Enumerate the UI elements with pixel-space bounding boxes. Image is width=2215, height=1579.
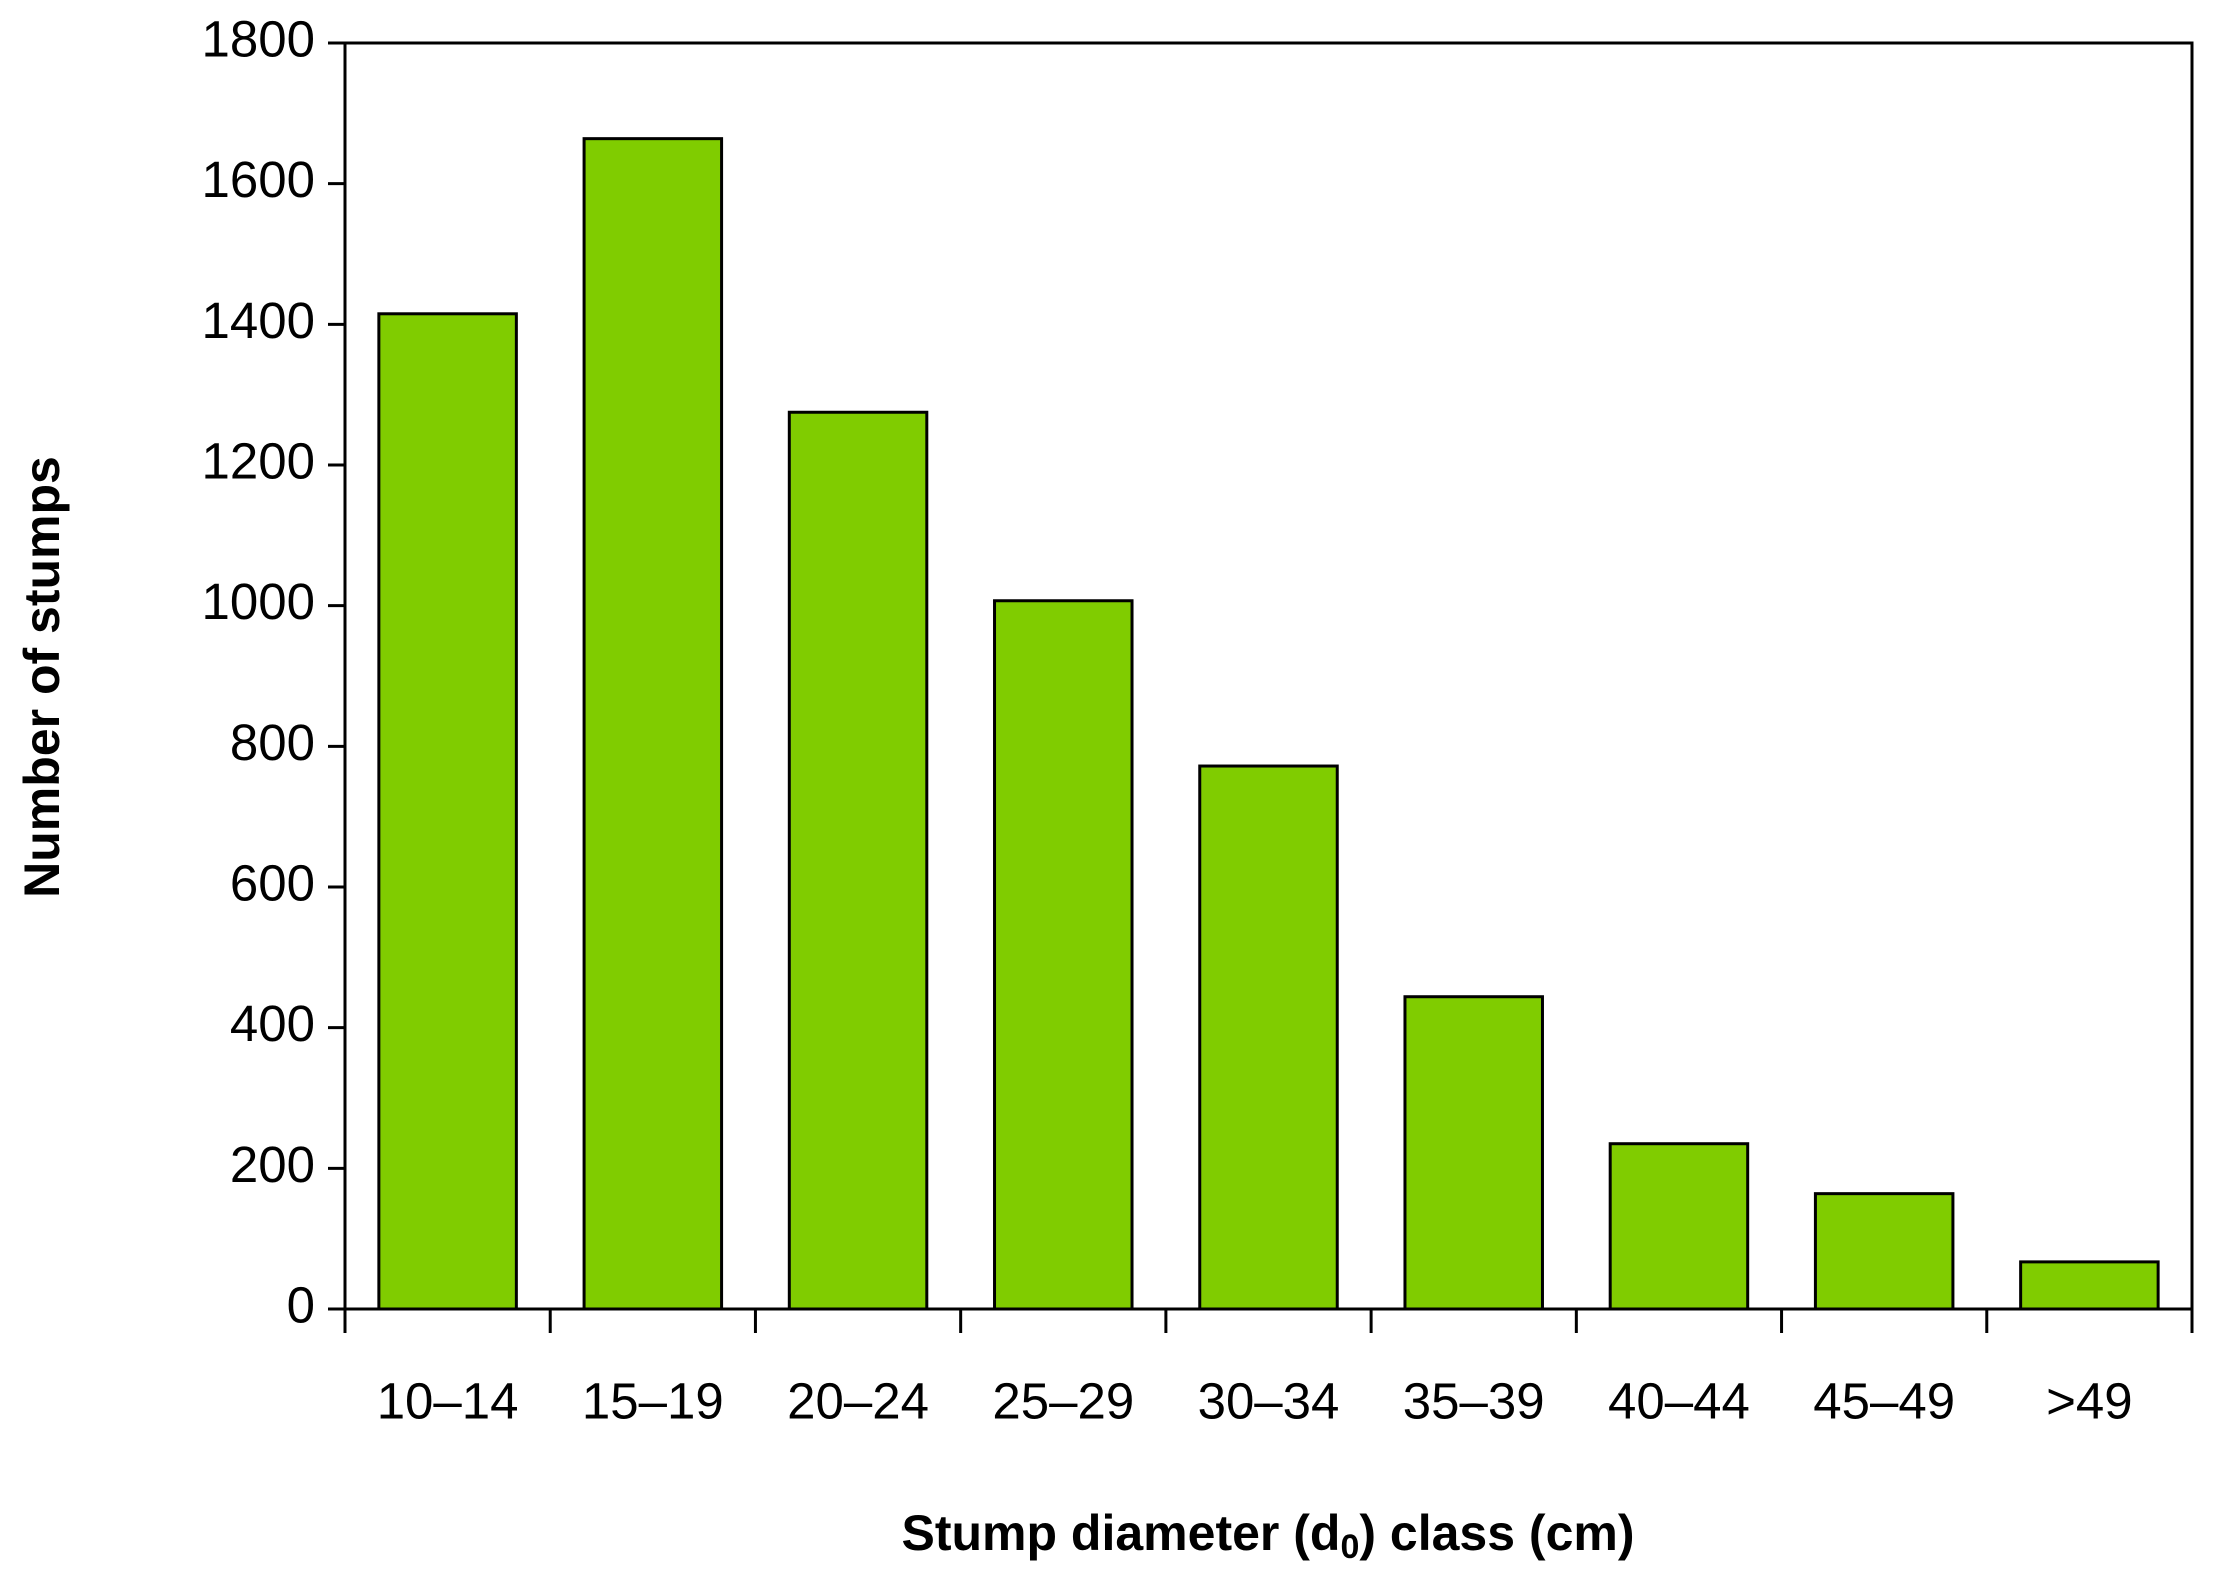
x-axis-title-part: Stump diameter (d (902, 1505, 1341, 1561)
x-tick-label: 20–24 (787, 1372, 929, 1429)
y-tick-label: 1600 (202, 151, 315, 208)
y-tick-label: 1000 (202, 573, 315, 630)
y-tick-label: 800 (230, 714, 315, 771)
bar (1198, 764, 1339, 1311)
y-tick-label: 1200 (202, 432, 315, 489)
x-tick-label: 10–14 (377, 1372, 519, 1429)
y-tick-label: 400 (230, 995, 315, 1052)
bar (1403, 995, 1544, 1311)
bar (1813, 1192, 1955, 1311)
bar (2019, 1260, 2160, 1311)
x-axis-title-subscript: 0 (1340, 1528, 1359, 1566)
x-tick-label: 45–49 (1813, 1372, 1955, 1429)
bar (582, 137, 724, 1311)
x-tick-label: 25–29 (992, 1372, 1134, 1429)
x-axis-title: Stump diameter (d0) class (cm) (902, 1505, 1635, 1566)
bar (377, 312, 518, 1311)
y-tick-label: 600 (230, 854, 315, 911)
bar (1608, 1142, 1750, 1311)
y-tick-label: 1400 (202, 292, 315, 349)
x-axis-title-part: ) class (cm) (1359, 1505, 1634, 1561)
x-tick-label: 15–19 (582, 1372, 724, 1429)
y-tick-label: 200 (230, 1136, 315, 1193)
x-tick-label: >49 (2046, 1372, 2133, 1429)
x-tick-label: 30–34 (1198, 1372, 1340, 1429)
x-tick-label: 35–39 (1403, 1372, 1545, 1429)
y-tick-label: 1800 (202, 10, 315, 67)
y-tick-label: 0 (287, 1276, 315, 1333)
x-tick-label: 40–44 (1608, 1372, 1750, 1429)
bar (787, 410, 929, 1311)
y-axis-title: Number of stumps (14, 456, 70, 898)
bar (993, 599, 1134, 1311)
